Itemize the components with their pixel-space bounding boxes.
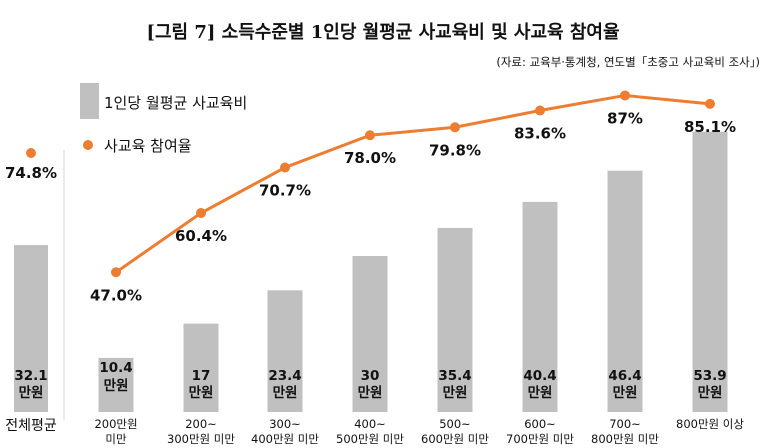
participation-point (620, 90, 630, 101)
participation-point (111, 267, 121, 278)
total-category-label: 전체평균 (5, 418, 57, 434)
bar-value-label: 40.4 (523, 368, 556, 384)
total-bar-value: 32.1 (14, 368, 47, 384)
participation-value-label: 79.8% (429, 141, 481, 159)
bars (98, 131, 728, 412)
bar-unit-label: 만원 (528, 385, 553, 401)
bar-value-label: 46.4 (608, 368, 641, 384)
bar (522, 201, 558, 412)
bar-unit-label: 만원 (189, 385, 214, 401)
legend: 1인당 월평균 사교육비 사교육 참여율 (80, 83, 247, 155)
bar-unit-label: 만원 (273, 385, 298, 401)
category-label: 500~ 600만원 미만 (421, 417, 489, 446)
participation-point (535, 105, 545, 116)
bar-value-label: 17 (192, 368, 211, 384)
bar-value-label: 10.4 (99, 360, 132, 376)
bar (692, 131, 728, 412)
bar (98, 357, 134, 412)
category-labels: 200만원 미만 200~ 300만원 미만 300~ 400만원 미만 400~ 500만원… (94, 417, 744, 446)
participation-polyline (115, 93, 711, 274)
participation-value-label: 60.4% (175, 227, 227, 245)
total-participation-label: 74.8% (5, 164, 57, 182)
participation-line (111, 90, 715, 278)
participation-point (280, 162, 290, 173)
category-label: 800만원 이상 (676, 417, 744, 431)
bar-unit-label: 만원 (443, 385, 468, 401)
legend-bar-swatch (80, 83, 99, 119)
participation-point (705, 98, 715, 109)
category-label: 200~ 300만원 미만 (167, 417, 235, 446)
participation-point (450, 122, 460, 133)
labels: 10.4만원17만원23.4만원30만원35.4만원40.4만원46.4만원53… (90, 109, 736, 401)
bar-value-label: 35.4 (438, 368, 471, 384)
category-label: 600~ 700만원 미만 (506, 417, 574, 446)
category-label: 300~ 400만원 미만 (251, 417, 319, 446)
bar (437, 227, 473, 412)
participation-value-label: 70.7% (259, 182, 311, 200)
bar-unit-label: 만원 (358, 385, 383, 401)
total-bar (14, 245, 48, 412)
bar-unit-label: 만원 (698, 385, 723, 401)
bar (183, 323, 219, 412)
category-label: 200만원 미만 (94, 417, 137, 446)
participation-point (365, 130, 375, 141)
bar-value-label: 23.4 (268, 368, 301, 384)
category-label: 700~ 800만원 미만 (591, 417, 659, 446)
bar-unit-label: 만원 (104, 378, 129, 394)
total-bar-unit: 만원 (19, 385, 44, 401)
participation-value-label: 78.0% (344, 149, 396, 167)
bar (352, 256, 388, 412)
category-label: 400~ 500만원 미만 (336, 417, 404, 446)
legend-bar-label: 1인당 월평균 사교육비 (104, 94, 247, 112)
participation-value-label: 83.6% (514, 124, 566, 142)
legend-line-marker (83, 140, 93, 150)
participation-value-label: 47.0% (90, 286, 142, 304)
participation-point (196, 208, 206, 219)
total-participation-marker (26, 148, 36, 158)
chart-title: [그림 7] 소득수준별 1인당 월평균 사교육비 및 사교육 참여율 (146, 22, 619, 43)
legend-line-label: 사교육 참여율 (104, 137, 192, 155)
chart-source: (자료: 교육부·통계청, 연도별「초중고 사교육비 조사」) (496, 55, 760, 69)
participation-value-label: 85.1% (684, 118, 736, 136)
bar (607, 170, 643, 412)
bar-value-label: 30 (361, 368, 380, 384)
bar (267, 290, 303, 412)
participation-value-label: 87% (607, 109, 643, 127)
bar-unit-label: 만원 (613, 385, 638, 401)
bar-value-label: 53.9 (693, 368, 726, 384)
